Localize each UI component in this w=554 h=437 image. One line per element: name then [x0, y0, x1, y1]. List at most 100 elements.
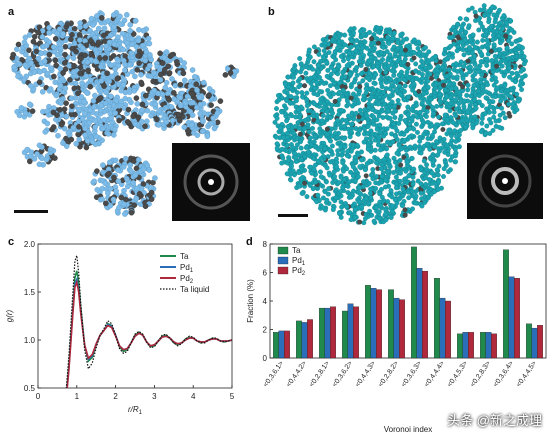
atom [181, 77, 188, 84]
atom [447, 71, 453, 77]
atom [72, 95, 79, 101]
atom [296, 84, 302, 90]
atom [52, 155, 58, 161]
atom [131, 88, 138, 94]
atom [398, 92, 404, 97]
atom [411, 50, 417, 56]
atom [325, 191, 331, 197]
atom [41, 58, 48, 65]
atom [508, 87, 514, 93]
atom [384, 152, 390, 158]
atom [502, 96, 508, 102]
atom [360, 32, 366, 38]
atom [304, 90, 310, 96]
atom [26, 158, 33, 165]
diffraction-inset [172, 143, 250, 221]
bar [296, 320, 302, 359]
atom [363, 195, 369, 201]
atom [463, 16, 469, 22]
atom [471, 82, 477, 88]
atom [440, 121, 445, 127]
atom [420, 119, 426, 125]
atom [507, 34, 513, 40]
panel-letter-c: c [8, 236, 15, 248]
atom [359, 157, 364, 163]
atom [358, 63, 364, 68]
atom [497, 47, 503, 53]
atom [76, 106, 82, 113]
atom [140, 181, 147, 187]
atom [368, 186, 374, 192]
atom [456, 109, 462, 115]
bar [480, 332, 486, 359]
atom [444, 143, 450, 149]
atom [18, 105, 25, 111]
atom [483, 95, 489, 101]
atom [75, 90, 81, 97]
atom [111, 174, 117, 181]
atom [301, 126, 307, 132]
atom [331, 67, 337, 73]
atom [479, 51, 485, 57]
atom [206, 86, 213, 92]
atom [177, 94, 184, 101]
atom [401, 77, 407, 83]
atom [356, 114, 362, 120]
atom [324, 99, 330, 105]
atom [207, 120, 214, 127]
atom [308, 75, 314, 81]
atom [414, 76, 420, 82]
atom [78, 94, 85, 100]
atom [26, 101, 33, 108]
atom [473, 78, 478, 83]
atom [296, 170, 302, 176]
atom [366, 180, 372, 186]
atom [46, 24, 52, 31]
atom [157, 50, 163, 57]
atom [11, 64, 18, 71]
atom [50, 44, 57, 50]
atom [383, 211, 389, 217]
atom [150, 78, 156, 85]
atom [129, 41, 135, 48]
atom [334, 160, 340, 165]
atom [101, 116, 108, 123]
atom [346, 50, 352, 56]
atom [383, 184, 388, 190]
atom [89, 139, 96, 145]
atom [360, 97, 366, 102]
atom [87, 83, 94, 90]
diffraction-b-outer-ring [478, 154, 532, 208]
atom [93, 194, 100, 200]
atom [119, 30, 126, 37]
bar [411, 246, 417, 359]
atom [442, 149, 448, 155]
atom [184, 127, 191, 134]
atom [208, 102, 214, 108]
atom [289, 113, 295, 119]
bar [537, 325, 543, 359]
atom [151, 70, 157, 77]
atom [194, 87, 200, 93]
atom [382, 156, 387, 162]
atom [366, 201, 372, 206]
atom [352, 215, 358, 220]
atom [81, 110, 88, 117]
atom [83, 144, 90, 151]
atom [406, 195, 412, 201]
atom [410, 181, 416, 187]
atom [507, 74, 513, 80]
atom [132, 17, 139, 24]
atom [491, 42, 497, 48]
atom [501, 73, 507, 79]
atom [148, 189, 155, 196]
atom [127, 27, 133, 34]
atom [337, 211, 343, 217]
category-label: <0,4,4,2> [285, 360, 308, 388]
atom [157, 71, 164, 78]
atom [112, 157, 119, 164]
atom [58, 100, 64, 106]
bar [434, 278, 440, 359]
x-axis-label: r/R1 [128, 405, 143, 416]
atom [316, 62, 322, 68]
